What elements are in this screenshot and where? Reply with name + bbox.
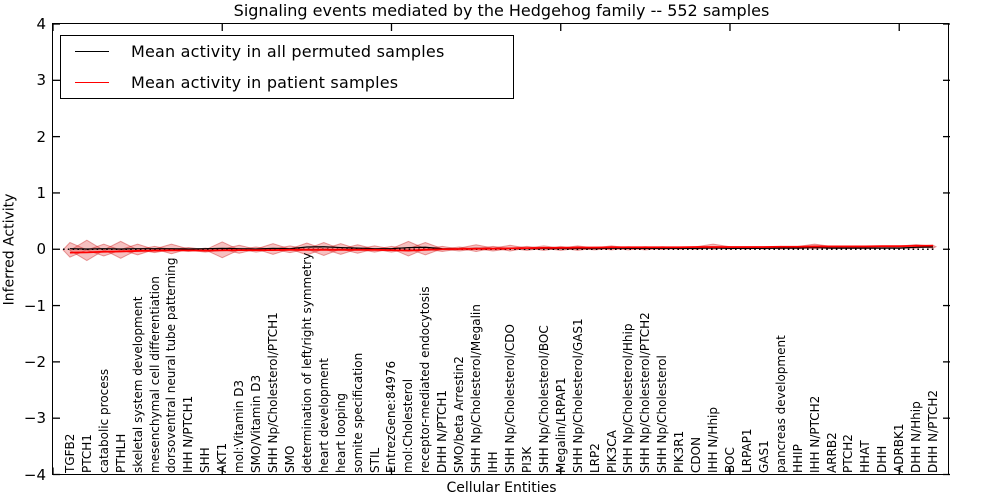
x-tick-label: IHH N/PTCH1 [181,395,196,473]
chart-title: Signaling events mediated by the Hedgeho… [233,1,770,20]
legend-item-permuted: Mean activity in all permuted samples [61,37,513,67]
x-tick-label: receptor-mediated endocytosis [418,285,433,473]
x-tick-label: IHH [486,450,501,473]
y-tick-label: −3 [23,409,46,428]
x-tick-label: PIK3CA [604,429,619,473]
x-tick-label: PTHLH [113,433,128,473]
x-tick-label: TGFB2 [62,433,77,473]
x-tick-label: SHH Np/Cholesterol/Megalin [469,303,484,473]
x-tick-label: DHH N/PTCH1 [435,389,450,473]
x-tick-label: SHH Np/Cholesterol/PTCH1 [266,311,281,473]
y-tick-label: 3 [36,71,46,90]
x-tick-label: STIL [367,447,382,473]
y-tick-label: −2 [23,352,46,371]
legend-label-permuted: Mean activity in all permuted samples [131,42,445,62]
x-tick-label: heart development [316,357,331,473]
x-axis-label: Cellular Entities [446,480,557,496]
x-tick-label: SHH Np/Cholesterol [655,354,670,473]
x-tick-label: LRP2 [587,442,602,473]
x-tick-label: PIK3R1 [672,430,687,473]
x-tick-label: CDON [689,436,704,473]
x-tick-label: PTCH2 [841,433,856,473]
y-tick-label: −4 [23,465,46,484]
y-tick-label: 4 [36,15,46,33]
x-tick-label: Megalin/LRPAP1 [553,376,568,473]
y-tick-label: 2 [36,127,46,146]
x-tick-label: IHH N/Hhip [706,406,721,473]
x-tick-label: BOC [722,446,737,473]
x-tick-label: catabolic process [96,368,111,473]
legend: Mean activity in all permuted samples Me… [60,35,514,99]
x-tick-label: SHH [198,446,213,473]
x-tick-label: DHH [875,445,890,473]
x-tick-label: ARRB2 [824,431,839,473]
y-tick-label: −1 [23,296,46,315]
x-tick-label: DHH N/Hhip [909,400,924,473]
x-tick-label: SMO [282,445,297,473]
x-tick-label: heart looping [333,392,348,473]
y-tick-label: 0 [36,240,46,259]
y-tick-label: 1 [36,183,46,202]
x-tick-label: DHH N/PTCH2 [926,389,941,473]
x-tick-label: SMO/beta Arrestin2 [452,355,467,473]
band-diamond [62,241,89,258]
x-tick-label: SHH Np/Cholesterol/GAS1 [570,317,585,473]
x-tick-label: skeletal system development [130,296,145,473]
x-tick-label: mesenchymal cell differentiation [147,275,162,473]
band-diamond [68,239,105,262]
patient-line-swatch [75,81,109,83]
x-tick-label: HHIP [790,443,805,473]
x-tick-label: ADRBK1 [892,422,907,473]
x-tick-label: PI3K [519,446,534,473]
x-tick-label: AKT1 [215,442,230,473]
x-tick-label: somite specification [350,352,365,473]
band-diamond [85,243,123,257]
x-tick-label: SHH Np/Cholesterol/Hhip [621,323,636,473]
x-tick-label: IHH N/PTCH2 [807,395,822,473]
legend-item-patient: Mean activity in patient samples [61,67,513,97]
x-tick-label: determination of left/right symmetry [299,252,314,473]
legend-label-patient: Mean activity in patient samples [131,72,399,92]
band-diamond [390,240,427,257]
x-tick-label: mol:Cholesterol [401,378,416,473]
x-tick-label: pancreas development [773,334,788,473]
permuted-line-swatch [75,51,109,53]
x-tick-label: SMO/Vitamin D3 [249,374,264,473]
x-tick-label: SHH Np/Cholesterol/PTCH2 [638,311,653,473]
x-tick-label: mol:Vitamin D3 [232,379,247,473]
x-tick-label: HHAT [858,439,873,473]
x-tick-label: GAS1 [756,439,771,473]
x-tick-label: SHH Np/Cholesterol/BOC [536,324,551,473]
patient-mean-line [69,244,934,254]
x-tick-label: EntrezGene:84976 [384,360,399,473]
x-tick-label: SHH Np/Cholesterol/CDO [502,323,517,473]
x-tick-label: dorsoventral neural tube patterning [164,256,179,473]
x-tick-label: LRPAP1 [739,427,754,473]
x-tick-label: PTCH1 [79,433,94,473]
